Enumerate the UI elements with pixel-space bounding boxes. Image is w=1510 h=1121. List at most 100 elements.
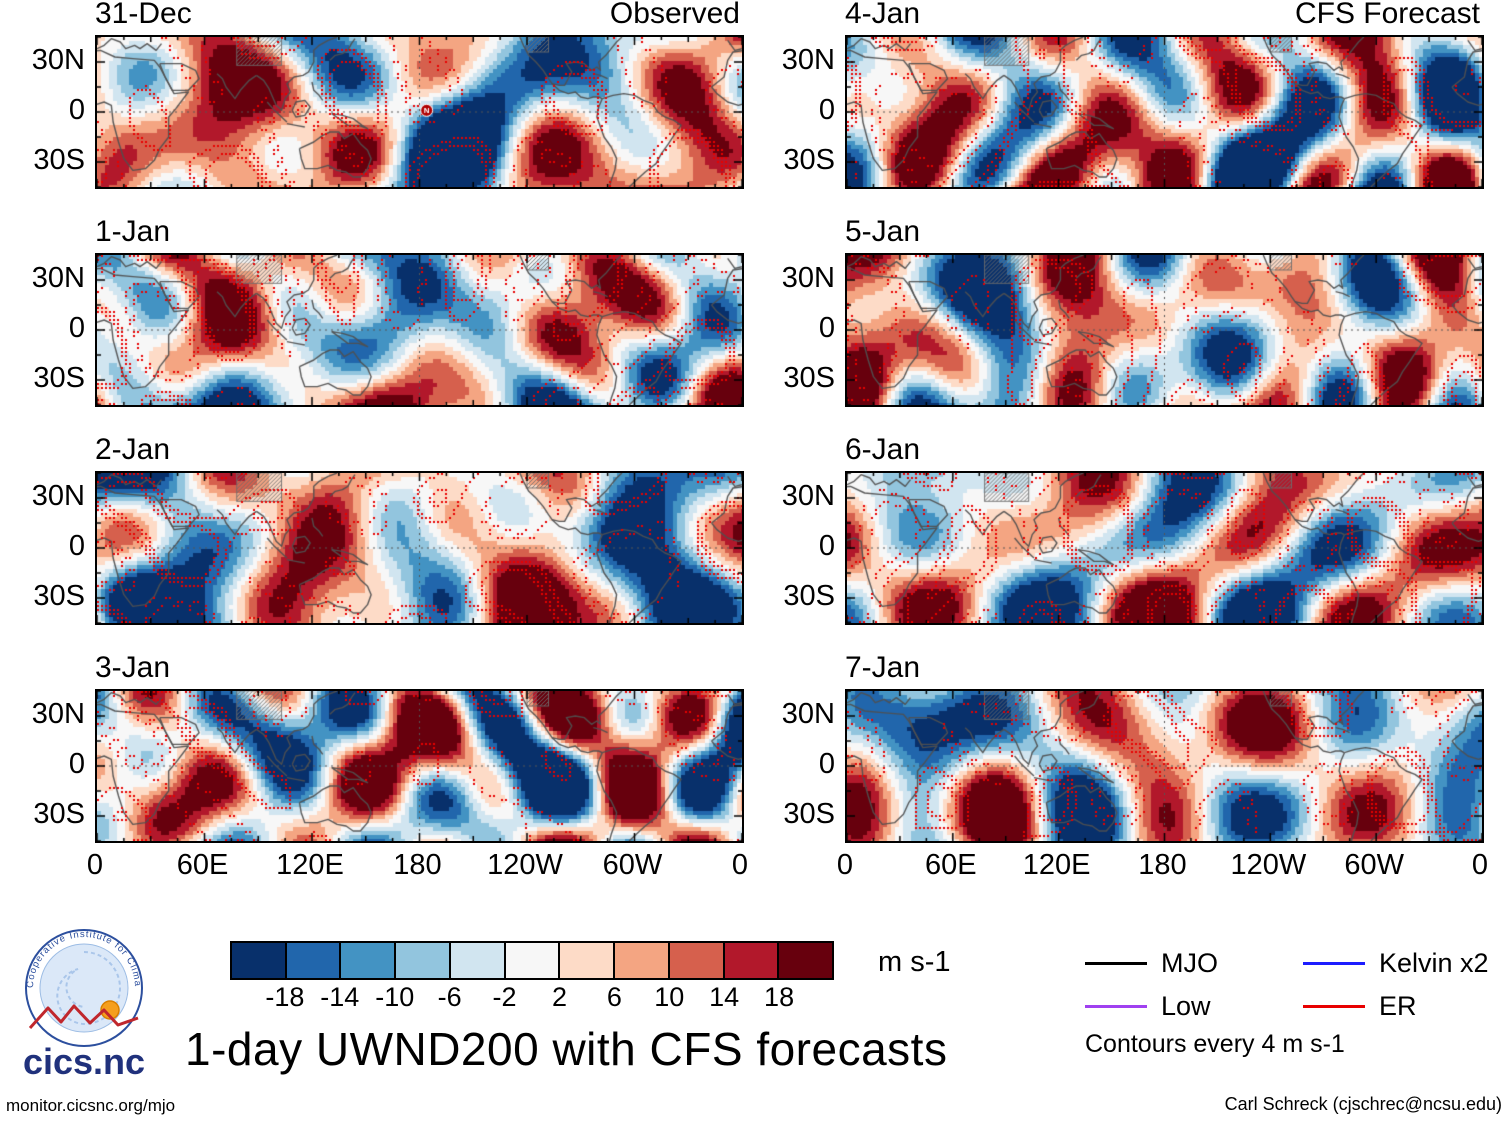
x-axis-tick-label: 180 [1138,849,1187,881]
x-axis-tick-label: 60E [925,849,977,881]
footer-url: monitor.cicsnc.org/mjo [6,1096,176,1115]
cics-logo: Cooperative Institute for Climate and Sa… [6,922,145,1082]
colorbar-cell [286,943,342,978]
y-axis-tick-label: 30N [781,698,835,730]
map-canvas [845,253,1484,407]
colorbar-cell [615,943,670,978]
x-axis-tick-label: 0 [86,849,104,881]
y-axis-tick-label: 30S [783,144,835,176]
colorbar-cell [505,943,561,978]
contour-interval-note: Contours every 4 m s-1 [1085,1030,1345,1058]
x-axis-tick-label: 120E [276,849,344,881]
colorbar-cell [560,943,616,978]
map-panel-1-Jan: 1-Jan 30N 0 30S [32,215,744,407]
x-axis-tick-labels: 0 60E 120E 180 120W 60W 0 [837,849,1488,887]
map-panel-6-Jan: 6-Jan 30N 0 30S [782,433,1484,625]
figure-title: 1-day UWND200 with CFS forecasts [185,1023,948,1075]
y-axis-tick-label: 0 [68,530,85,562]
y-axis-tick-label: 0 [818,530,835,562]
y-axis-tick-label: 30S [33,362,85,394]
y-axis-tick-label: 30S [783,580,835,612]
colorbar-tick-label: -6 [437,982,462,1012]
x-axis-tick-label: 60W [1344,849,1404,881]
y-axis-tick-label: 30N [31,480,85,512]
y-axis-tick-label: 0 [68,748,85,780]
legend-label: Low [1161,991,1211,1021]
panel-column-title: Observed [609,0,740,30]
map-canvas [95,253,744,407]
mountains-icon [28,1004,139,1030]
colorbar-cell [450,943,506,978]
y-axis-tick-label: 30S [783,798,835,830]
legend: MJO Kelvin x2 Low ER [1085,948,1490,1022]
footer-credit: Carl Schreck (cjschrec@ncsu.edu) [1224,1094,1502,1114]
y-axis-tick-label: 30S [783,362,835,394]
sun-icon [100,1000,120,1020]
colorbar [230,941,834,980]
colorbar-cell [396,943,451,978]
map-canvas [845,689,1484,843]
panel-date-label: 5-Jan [845,215,921,248]
panel-date-label: 4-Jan [845,0,921,30]
colorbar-tick-labels: -18 -14 -10 -6 -2 2 6 10 14 18 [230,982,834,1014]
map-panel-7-Jan: 7-Jan 30N 0 30S 0 60E 120E 180 120W 60W 0 [782,651,1488,881]
panel-date-label: 3-Jan [95,651,171,684]
colorbar-units-label: m s-1 [878,946,951,978]
panel-column-title: CFS Forecast [1294,0,1480,30]
legend-line-sample [1085,962,1147,965]
y-axis-tick-label: 0 [818,312,835,344]
y-axis-tick-label: 30S [33,798,85,830]
colorbar-cell [232,943,287,978]
colorbar-tick-label: 6 [606,982,622,1012]
colorbar-tick-label: 14 [709,982,740,1012]
y-axis-tick-label: 30N [31,698,85,730]
colorbar-cell [724,943,780,978]
legend-label: MJO [1161,948,1218,978]
x-axis-tick-label: 120W [1230,849,1307,881]
x-axis-tick-label: 180 [393,849,442,881]
legend-label: Kelvin x2 [1379,948,1489,978]
colorbar-tick-label: -2 [492,982,517,1012]
y-axis-tick-label: 30N [781,44,835,76]
legend-item-kelvin-x2: Kelvin x2 [1303,948,1490,979]
x-axis-tick-label: 0 [1471,849,1489,881]
logo-swirl-icon [56,951,121,1026]
x-axis-tick-label: 120E [1022,849,1091,881]
map-panel-5-Jan: 5-Jan 30N 0 30S [782,215,1484,407]
legend-line-sample [1303,962,1365,965]
x-axis-tick-label: 60W [602,849,663,881]
x-axis-tick-label: 0 [836,849,854,881]
colorbar-tick-label: -10 [375,982,415,1012]
y-axis-tick-label: 0 [818,748,835,780]
colorbar-tick-label: 2 [551,982,567,1012]
logo-wordmark: cics.nc [23,1041,145,1082]
colorbar-tick-label: 18 [764,982,795,1012]
legend-item-low: Low [1085,991,1303,1022]
colorbar-tick-label: -18 [265,982,305,1012]
legend-item-er: ER [1303,991,1490,1022]
y-axis-tick-label: 30N [781,262,835,294]
x-axis-tick-labels: 0 60E 120E 180 120W 60W 0 [87,849,748,887]
y-axis-tick-label: 0 [68,312,85,344]
colorbar-cell [669,943,725,978]
panel-date-label: 2-Jan [95,433,171,466]
x-axis-tick-label: 0 [731,849,749,881]
map-panel-31-Dec: 31-Dec Observed 30N 0 30S [32,0,744,189]
panel-date-label: 7-Jan [845,651,921,684]
map-canvas [845,35,1484,189]
y-axis-tick-label: 30S [33,144,85,176]
map-canvas [95,471,744,625]
x-axis-tick-label: 60E [176,849,229,881]
map-panel-3-Jan: 3-Jan 30N 0 30S 0 60E 120E 180 120W 60W 0 [32,651,748,881]
x-axis-tick-label: 120W [487,849,563,881]
map-panel-4-Jan: 4-Jan CFS Forecast 30N 0 30S [782,0,1484,189]
panel-date-label: 6-Jan [845,433,921,466]
colorbar-cell [341,943,397,978]
map-canvas [95,35,744,189]
legend-line-sample [1303,1005,1365,1008]
map-panel-2-Jan: 2-Jan 30N 0 30S [32,433,744,625]
y-axis-tick-label: 30N [781,480,835,512]
panel-date-label: 31-Dec [95,0,192,30]
legend-label: ER [1379,991,1417,1021]
